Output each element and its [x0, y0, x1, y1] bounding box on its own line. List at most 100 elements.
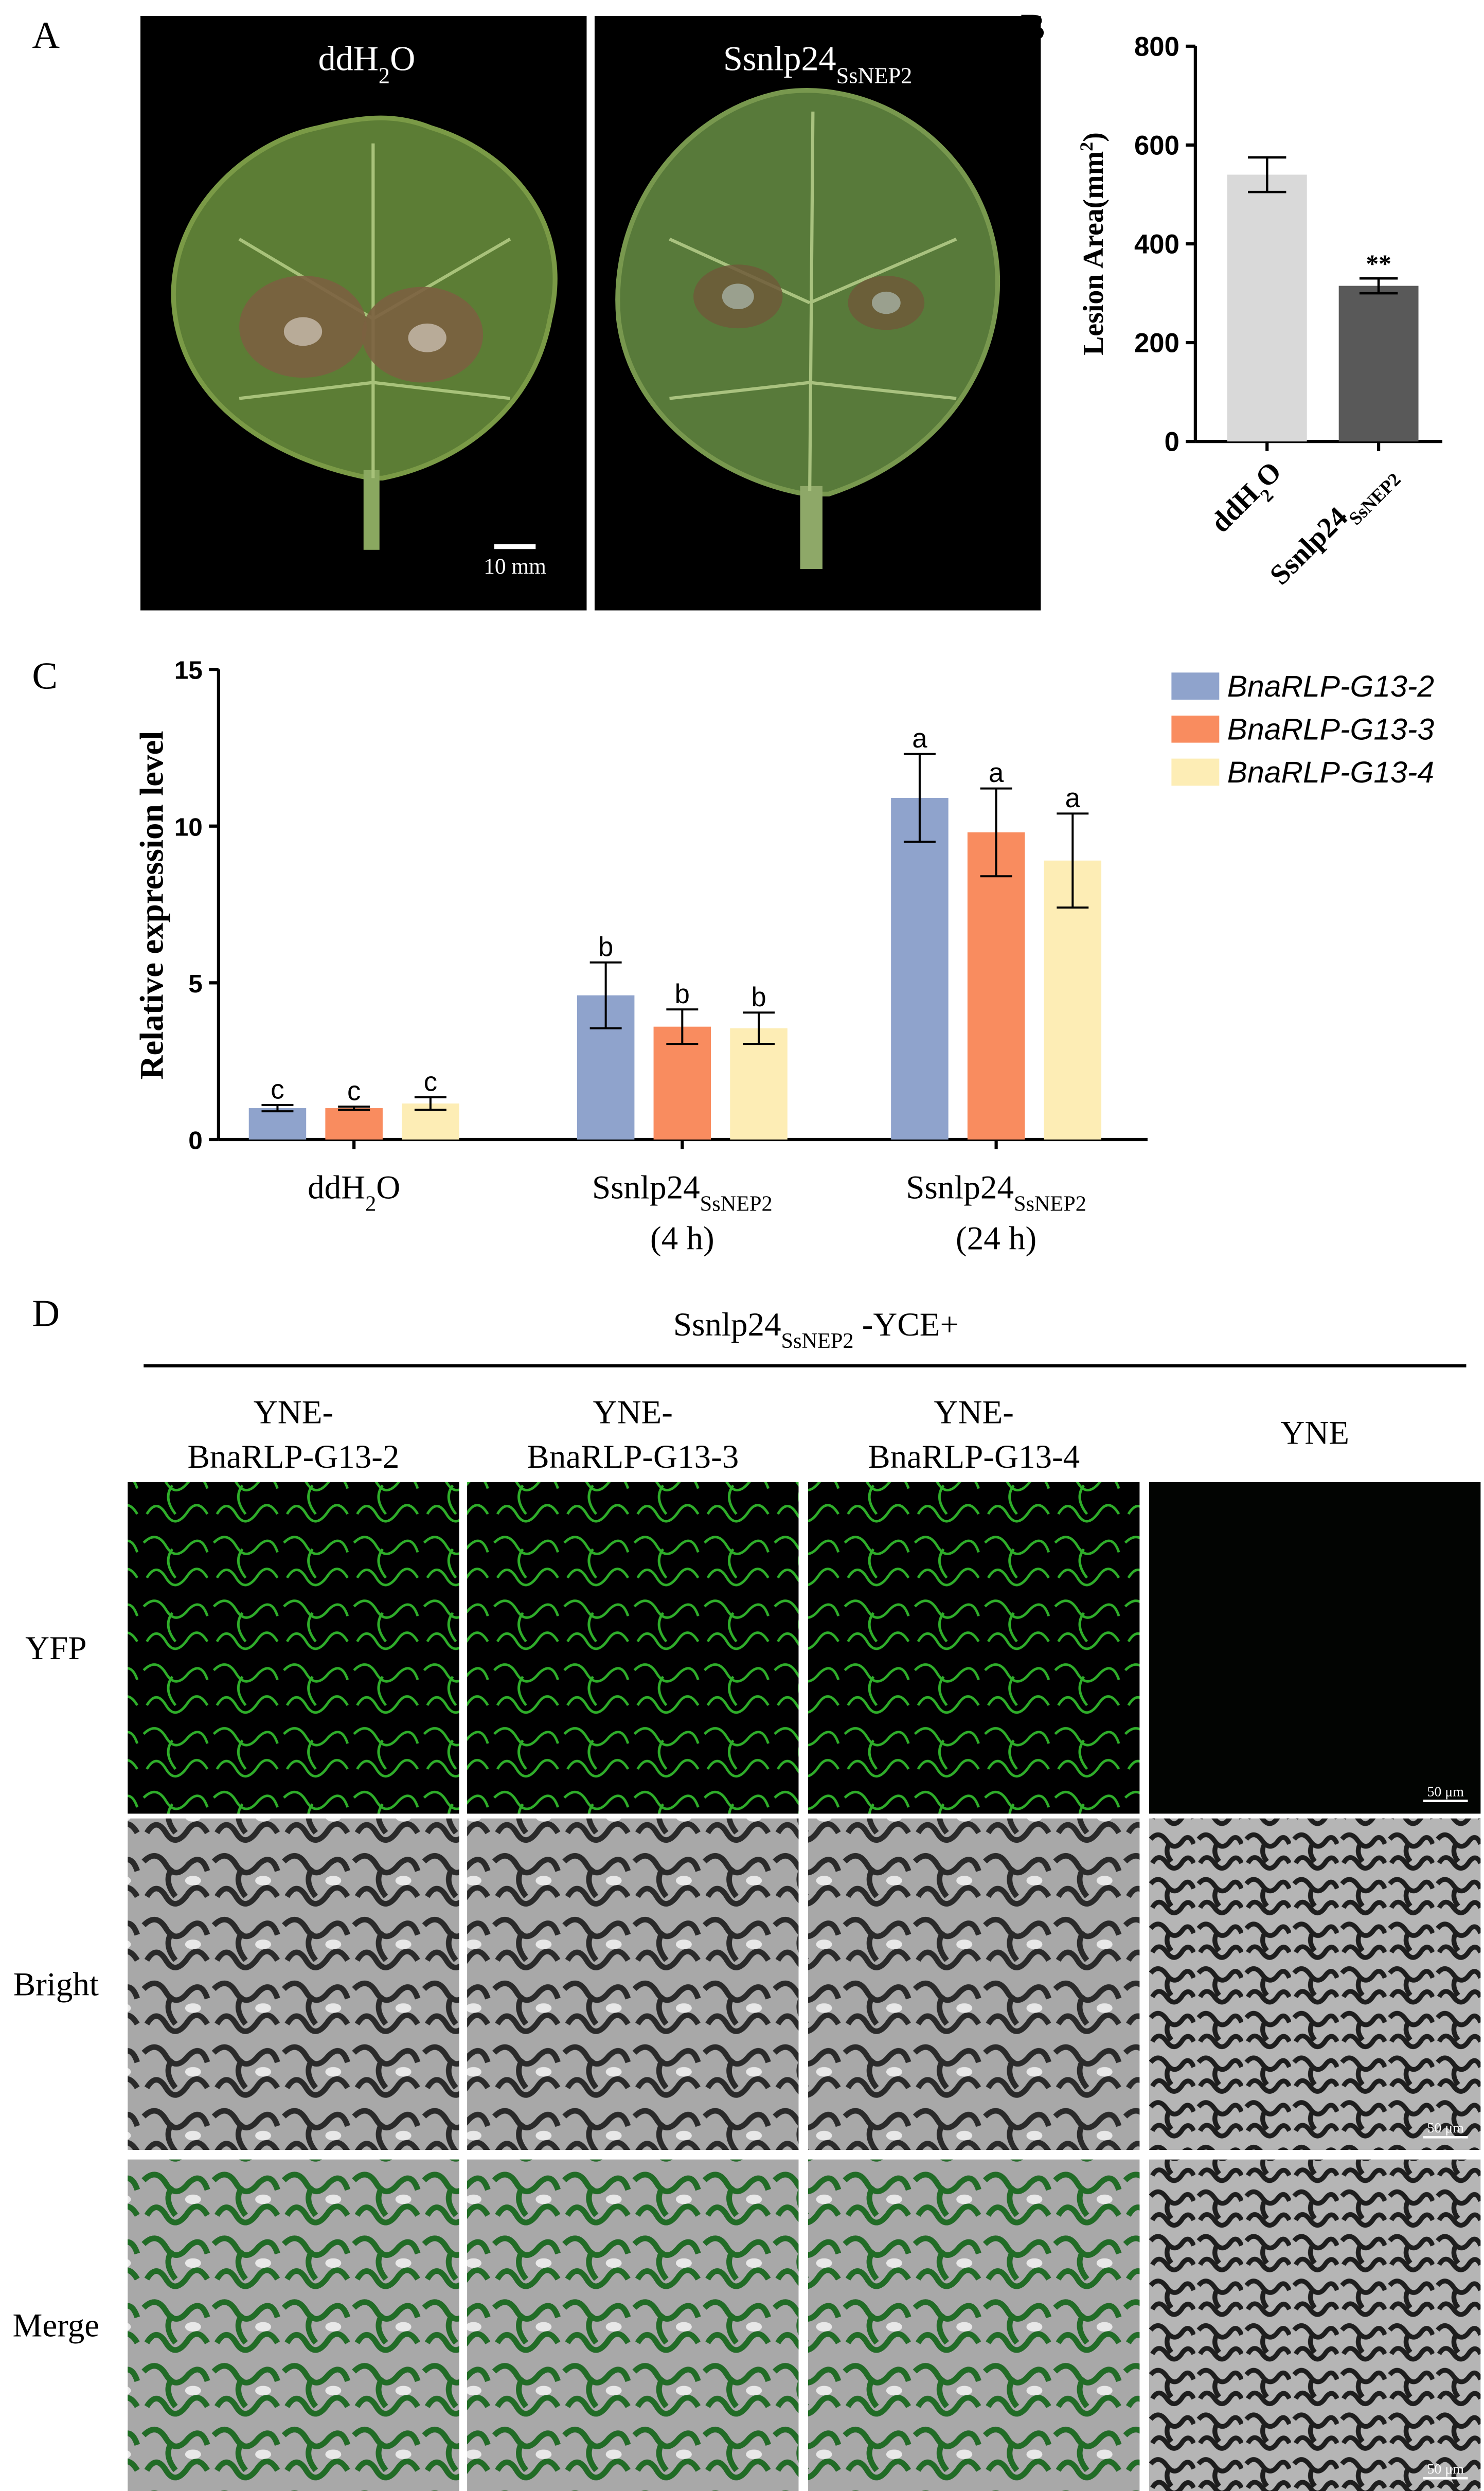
text-segment: ddH — [1205, 478, 1265, 539]
scale-bar-label: 50 μm — [1427, 1784, 1464, 1800]
text-segment: Lesion Area(mm — [1078, 151, 1110, 355]
error-bar — [589, 961, 622, 1029]
panel-label: D — [32, 1292, 60, 1335]
column-label: YNE — [1280, 1415, 1349, 1452]
text-segment: (24 h) — [956, 1220, 1036, 1257]
text-segment: O — [1249, 455, 1288, 494]
text-segment: ddH — [318, 39, 379, 78]
y-tick-label: 0 — [188, 1126, 203, 1155]
text-segment: Ssnlp24 — [723, 39, 836, 78]
significance-letter: a — [1065, 783, 1081, 813]
bar — [1338, 286, 1419, 442]
photo-label: Ssnlp24SsNEP2 — [723, 39, 912, 87]
text-segment: SsNEP2 — [781, 1329, 854, 1353]
column-label: BnaRLP-G13-2 — [187, 1438, 399, 1475]
y-tick-label: 15 — [174, 656, 203, 685]
significance-letter: c — [347, 1076, 361, 1107]
micrograph — [808, 1818, 1140, 2150]
error-bar — [261, 1104, 294, 1113]
scale-bar-label: 50 μm — [1427, 2120, 1464, 2136]
leaf — [615, 88, 1000, 569]
legend-label: BnaRLP-G13-2 — [1227, 670, 1434, 703]
y-tick-label: 400 — [1134, 229, 1179, 260]
text-segment: O — [390, 39, 415, 78]
y-axis-label: Lesion Area(mm2) — [1076, 132, 1110, 355]
legend-swatch — [1171, 672, 1220, 700]
legend-swatch — [1171, 715, 1220, 743]
panel-header: Ssnlp24SsNEP2 -YCE+ — [673, 1306, 959, 1353]
x-tick-label: (4 h) — [650, 1220, 714, 1257]
row-label: YFP — [25, 1630, 86, 1667]
row-label: Bright — [13, 1966, 99, 2003]
error-bar — [1359, 277, 1398, 295]
column-label: BnaRLP-G13-3 — [527, 1438, 739, 1475]
y-tick-label: 5 — [188, 969, 203, 998]
error-bar — [980, 787, 1012, 878]
bar — [967, 832, 1025, 1140]
scale-bar-label: 50 μm — [1427, 2461, 1464, 2477]
bar — [730, 1028, 788, 1140]
bar — [1227, 174, 1307, 442]
micrograph — [467, 1818, 799, 2150]
text-segment: 2 — [379, 63, 390, 88]
y-tick-label: 200 — [1134, 328, 1179, 359]
significance-letter: a — [989, 758, 1004, 788]
text-segment: ) — [1078, 132, 1110, 142]
text-segment: (4 h) — [650, 1220, 714, 1257]
bar — [653, 1026, 711, 1140]
micrograph-overlay — [808, 2159, 1140, 2491]
scale-bar-label: 10 mm — [484, 554, 546, 579]
significance-letter: c — [271, 1075, 284, 1105]
significance-letter: b — [598, 932, 613, 962]
bar — [248, 1108, 307, 1140]
y-tick-label: 10 — [174, 812, 203, 841]
significance-letter: c — [424, 1066, 437, 1097]
text-segment: SsNEP2 — [1345, 469, 1405, 529]
micrograph — [1149, 1482, 1481, 1814]
text-segment: 2 — [1076, 142, 1097, 151]
legend-label: BnaRLP-G13-3 — [1227, 713, 1435, 746]
column-label: YNE- — [593, 1394, 673, 1431]
bar — [325, 1108, 383, 1140]
column-label: YNE- — [254, 1394, 333, 1431]
micrograph — [128, 1818, 459, 2150]
significance-label: ** — [1366, 250, 1391, 278]
panel-label: A — [32, 14, 60, 57]
legend-label: BnaRLP-G13-4 — [1227, 756, 1434, 789]
x-tick-label: Ssnlp24SsNEP2 — [906, 1169, 1086, 1216]
significance-letter: b — [751, 982, 766, 1012]
error-bar — [1057, 812, 1089, 909]
photo-label: ddH2O — [318, 39, 416, 87]
text-segment: SsNEP2 — [1014, 1191, 1086, 1216]
y-axis-label: Relative expression level — [133, 731, 170, 1080]
column-label: YNE- — [934, 1394, 1014, 1431]
text-segment: Ssnlp24 — [592, 1169, 700, 1206]
y-tick-label: 800 — [1134, 31, 1179, 62]
micrograph — [808, 1482, 1140, 1814]
error-bar — [338, 1106, 370, 1111]
x-tick-label: ddH2O — [308, 1169, 400, 1216]
bar — [891, 797, 949, 1140]
text-segment: Ssnlp24 — [906, 1169, 1014, 1206]
error-bar — [1248, 156, 1286, 193]
y-tick-label: 600 — [1134, 130, 1179, 161]
x-tick-label: Ssnlp24SsNEP2 — [592, 1169, 773, 1216]
text-segment: -YCE+ — [853, 1306, 959, 1343]
text-segment: SsNEP2 — [836, 63, 913, 88]
micrograph — [1149, 1818, 1481, 2150]
x-tick-label: ddH2O — [1205, 455, 1293, 544]
y-tick-label: 0 — [1165, 427, 1179, 457]
leaf — [171, 115, 558, 550]
column-label: BnaRLP-G13-4 — [868, 1438, 1080, 1475]
micrograph-overlay — [467, 2159, 799, 2491]
micrograph-overlay — [128, 2159, 459, 2491]
significance-letter: b — [675, 979, 690, 1009]
micrograph — [1149, 2159, 1481, 2491]
micrograph — [128, 1482, 459, 1814]
panel-label: B — [1020, 6, 1046, 48]
text-segment: SsNEP2 — [700, 1191, 773, 1216]
text-segment: O — [376, 1169, 400, 1206]
error-bar — [414, 1096, 446, 1111]
text-segment: ddH — [308, 1169, 365, 1206]
